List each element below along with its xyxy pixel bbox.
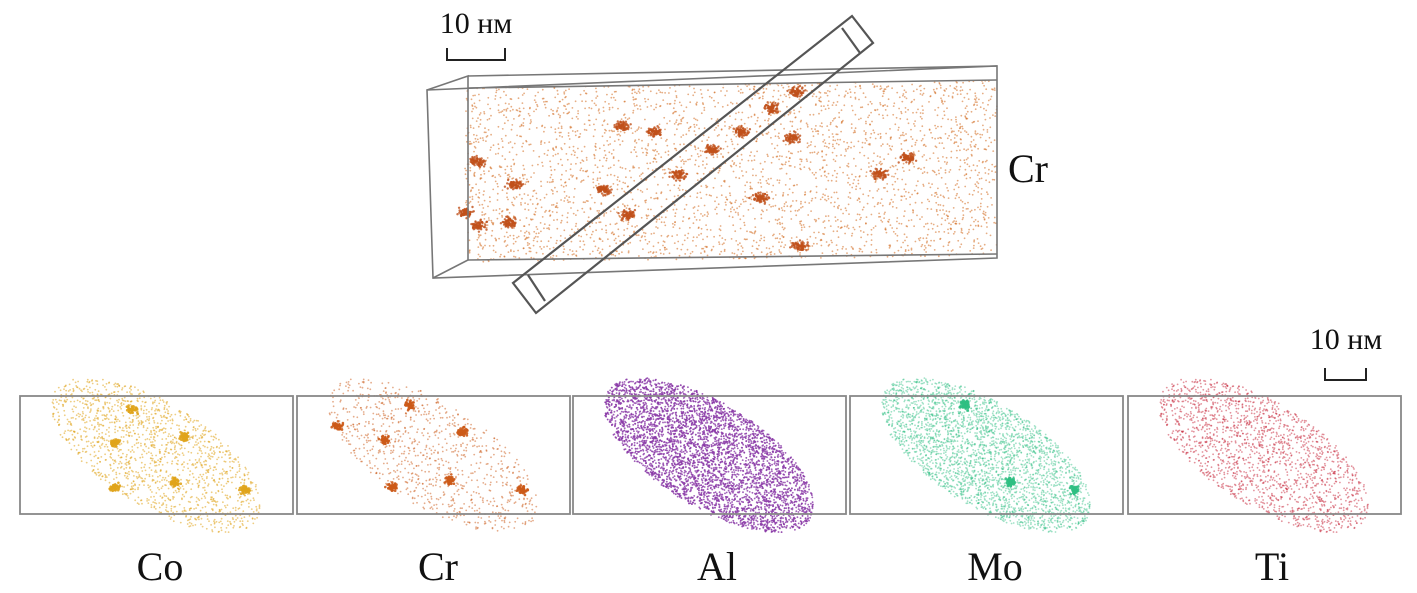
analysis-cylinder xyxy=(511,14,875,315)
cr-atom-cloud xyxy=(456,80,998,263)
top-scale-bar-label: 10 нм xyxy=(440,7,513,40)
map-ti: Ti xyxy=(1127,378,1402,589)
element-maps: Co Cr Al Mo Ti 10 нм xyxy=(19,323,1402,589)
map-mo: Mo xyxy=(849,377,1124,589)
map-frame xyxy=(849,395,1124,515)
map-label-cr: Cr xyxy=(418,544,458,589)
map-frame xyxy=(296,395,571,515)
map-frame xyxy=(572,395,847,515)
map-label-al: Al xyxy=(697,544,737,589)
map-al: Al xyxy=(572,377,847,589)
top-scale-bar: 10 нм xyxy=(440,7,513,61)
bottom-scale-bar-label: 10 нм xyxy=(1310,323,1383,356)
map-label-ti: Ti xyxy=(1255,544,1289,589)
map-label-co: Co xyxy=(137,544,184,589)
top-element-label: Cr xyxy=(1008,146,1048,191)
mo-atom-cloud xyxy=(881,377,1091,533)
top-reconstruction: 10 нм Cr xyxy=(426,7,1048,315)
map-frame xyxy=(19,395,294,515)
map-co: Co xyxy=(19,378,294,589)
ti-atom-cloud xyxy=(1159,378,1369,533)
map-cr: Cr xyxy=(296,378,571,589)
reconstruction-box xyxy=(426,65,998,279)
map-frame xyxy=(1127,395,1402,515)
al-atom-cloud xyxy=(604,377,814,533)
co-atom-cloud xyxy=(51,378,261,533)
bottom-scale-bar: 10 нм xyxy=(1310,323,1383,381)
map-label-mo: Mo xyxy=(967,544,1023,589)
cr-atom-cloud xyxy=(328,378,538,532)
